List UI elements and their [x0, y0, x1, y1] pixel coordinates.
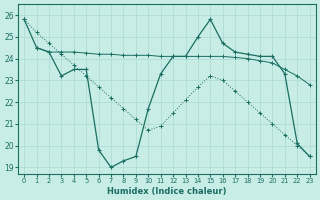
- X-axis label: Humidex (Indice chaleur): Humidex (Indice chaleur): [107, 187, 227, 196]
